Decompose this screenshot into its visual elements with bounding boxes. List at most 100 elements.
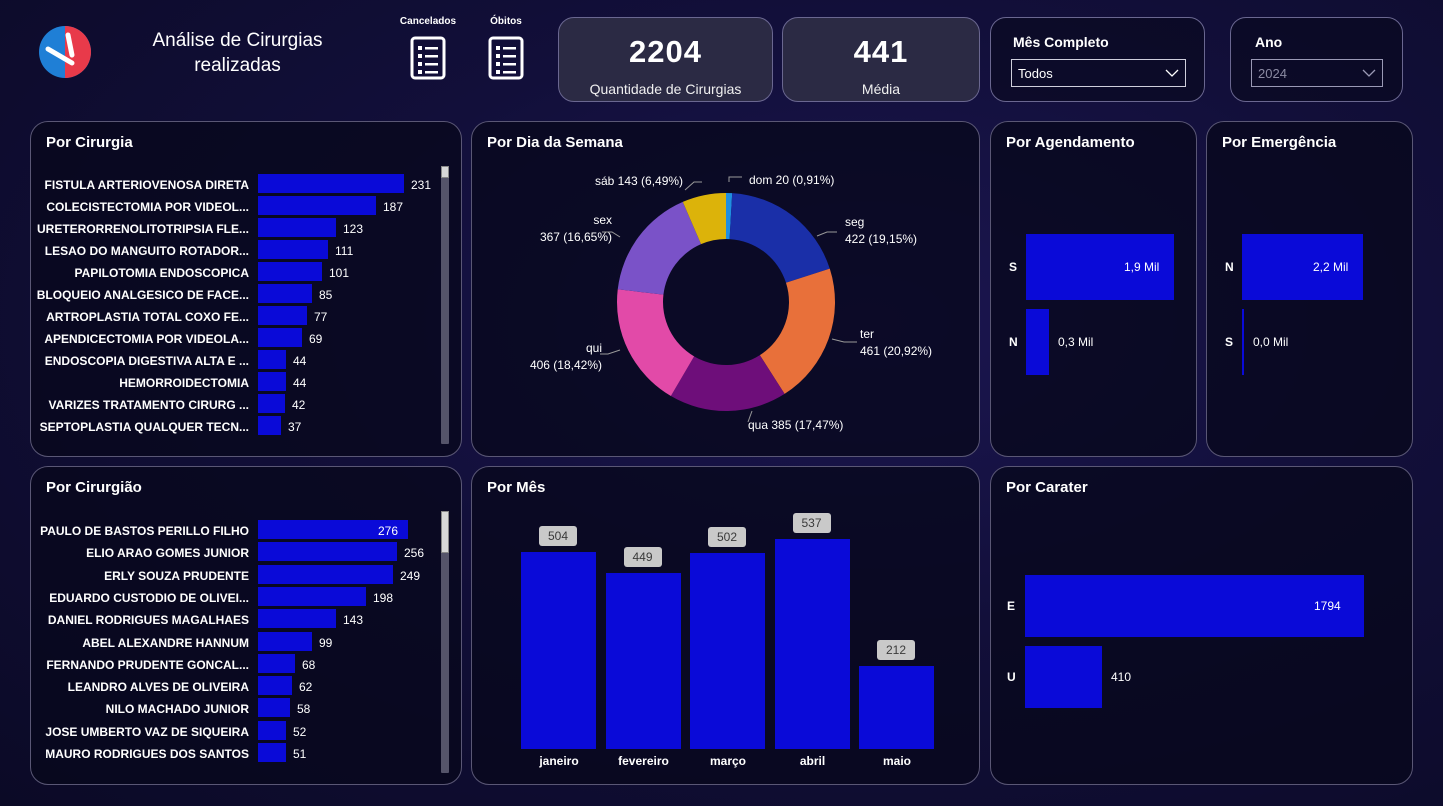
bar[interactable] (1026, 234, 1174, 300)
bar[interactable] (521, 552, 596, 749)
bar-value-label: 85 (319, 288, 333, 302)
bar[interactable] (1025, 646, 1102, 708)
por-emergencia-title: Por Emergência (1222, 134, 1337, 151)
donut-slice-seg[interactable] (729, 193, 830, 283)
mes-dropdown[interactable]: Todos (1011, 59, 1186, 87)
bar[interactable] (258, 631, 312, 651)
bar[interactable] (258, 196, 376, 215)
bar-value-label: 231 (411, 178, 432, 192)
bar-category-label: maio (882, 754, 911, 768)
bar-value-label: 256 (404, 546, 425, 561)
bar-category-label: S (1225, 335, 1234, 349)
cancelados-button[interactable]: Cancelados (398, 16, 458, 82)
bar[interactable] (258, 306, 307, 325)
mes-slicer-title: Mês Completo (1013, 34, 1109, 50)
bar[interactable] (258, 350, 286, 369)
ano-slicer-title: Ano (1255, 34, 1283, 50)
donut-label-seg: seg 422 (19,15%) (845, 215, 918, 246)
kpi-media-card: 441 Média (782, 17, 980, 102)
bar-value-label: 276 (378, 524, 399, 538)
page-title-line2: realizadas (194, 55, 281, 76)
leader-line (684, 181, 702, 191)
donut-slice-qui[interactable] (617, 289, 695, 397)
bar[interactable] (1242, 234, 1363, 300)
scrollbar[interactable] (441, 166, 449, 444)
donut-label-qui: qui 406 (18,42%) (529, 341, 602, 372)
bar[interactable] (1026, 309, 1049, 375)
bar[interactable] (1025, 575, 1364, 637)
por-dia-semana-donut (600, 176, 857, 423)
bar-category-label: março (709, 754, 747, 768)
bar[interactable] (258, 328, 302, 347)
donut-label-dom: dom 20 (0,91%) (749, 173, 835, 187)
donut-slice-ter[interactable] (759, 268, 835, 394)
bar[interactable] (258, 653, 295, 673)
bar[interactable] (774, 539, 850, 749)
bar[interactable] (258, 542, 397, 562)
scrollbar[interactable] (441, 511, 449, 773)
app-logo (38, 25, 92, 79)
bar-value-label: 68 (302, 657, 316, 672)
bar[interactable] (258, 174, 404, 193)
bar-category-label: E (1007, 599, 1016, 613)
obitos-label: Óbitos (490, 16, 522, 27)
bar[interactable] (258, 676, 292, 696)
bar[interactable] (258, 240, 328, 259)
bar[interactable] (258, 394, 285, 413)
bar[interactable] (690, 553, 765, 749)
bar-category-label: MAURO RODRIGUES DOS SANTOS (45, 747, 249, 761)
bar-category-label: FISTULA ARTERIOVENOSA DIRETA (44, 178, 249, 192)
bar-value-label: 143 (343, 613, 364, 628)
leader-line (816, 231, 837, 237)
donut-slice-sáb[interactable] (682, 193, 726, 245)
donut-slice-qua[interactable] (670, 355, 785, 411)
scrollbar-thumb[interactable] (441, 511, 449, 553)
bar[interactable] (258, 262, 322, 281)
bar[interactable] (258, 520, 408, 539)
por-agendamento-card: Por Agendamento S 1,9 Mil N 0,3 Mil (990, 121, 1197, 457)
leader-line (747, 410, 753, 423)
ano-dropdown[interactable]: 2024 (1251, 59, 1383, 87)
bar[interactable] (258, 218, 336, 237)
por-cirurgia-title: Por Cirurgia (46, 134, 133, 151)
page-title-line1: Análise de Cirurgias (152, 30, 323, 51)
bar-value-label: 99 (319, 635, 333, 650)
bar[interactable] (859, 666, 934, 749)
bar[interactable] (258, 743, 286, 762)
kpi-media-value: 441 (853, 34, 909, 69)
bar[interactable] (1242, 309, 1244, 375)
bar[interactable] (258, 586, 366, 606)
ano-slicer: Ano 2024 (1230, 17, 1403, 102)
bar-category-label: URETERORRENOLITOTRIPSIA FLE... (36, 222, 249, 236)
bar[interactable] (258, 564, 393, 584)
scrollbar-thumb[interactable] (441, 166, 449, 178)
bar-value-label: 249 (400, 568, 421, 583)
bar[interactable] (258, 720, 286, 740)
bar-value-label: 44 (293, 376, 307, 390)
bar[interactable] (258, 372, 286, 391)
bar-value-label: 69 (309, 332, 323, 346)
cancelados-label: Cancelados (399, 16, 457, 27)
por-dia-semana-title: Por Dia da Semana (487, 134, 623, 151)
bar-category-label: APENDICECTOMIA POR VIDEOLA... (44, 332, 249, 346)
bar-value-label: 0,3 Mil (1058, 335, 1094, 349)
por-cirurgiao-title: Por Cirurgião (46, 479, 142, 496)
donut-slice-sex[interactable] (617, 201, 702, 295)
bar-category-label: fevereiro (618, 754, 669, 768)
bar-category-label: abril (799, 754, 826, 768)
bar-value-label: 101 (329, 266, 350, 280)
bar[interactable] (605, 573, 681, 749)
donut-slice-dom[interactable] (726, 193, 733, 240)
chevron-down-icon (1362, 69, 1376, 77)
donut-label-sex: sex 367 (16,65%) (539, 213, 612, 244)
bar-value-label: 1794 (1314, 599, 1341, 613)
bar[interactable] (258, 416, 281, 435)
bar-category-label: LEANDRO ALVES DE OLIVEIRA (67, 680, 249, 695)
bar[interactable] (258, 698, 290, 718)
bar[interactable] (258, 609, 336, 629)
bar-value-label: 187 (383, 200, 404, 214)
obitos-button[interactable]: Óbitos (478, 16, 534, 82)
bar-category-label: U (1007, 670, 1016, 684)
bar[interactable] (258, 284, 312, 303)
kpi-quantidade-card: 2204 Quantidade de Cirurgias (558, 17, 773, 102)
